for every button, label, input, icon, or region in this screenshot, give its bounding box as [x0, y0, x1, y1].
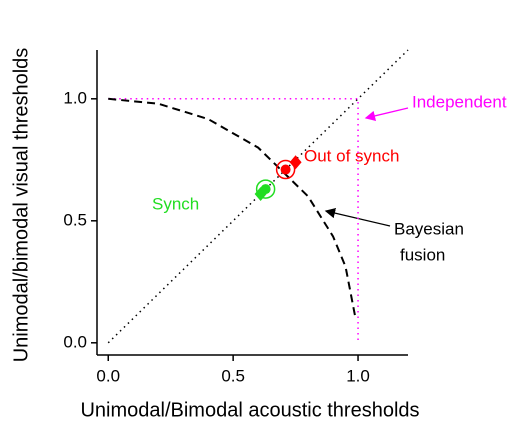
- annotation-arrow: [364, 107, 409, 121]
- reference-line: [108, 98, 359, 343]
- y-tick-label: 0.5: [63, 210, 87, 229]
- point-ring: [275, 159, 296, 180]
- y-tick-label: 1.0: [63, 88, 87, 107]
- x-tick-label: 0.5: [221, 366, 245, 385]
- annotation: fusion: [400, 245, 445, 264]
- y-axis-label: Unimodal/bimodal visual thresholds: [10, 48, 32, 363]
- annotation: Independent: [412, 92, 507, 111]
- point: [289, 155, 302, 170]
- x-tick-label: 0.0: [96, 366, 120, 385]
- point-ring: [255, 179, 276, 199]
- y-tick-label: 0.0: [63, 332, 87, 351]
- x-tick-label: 1.0: [346, 366, 370, 385]
- point: [254, 186, 267, 201]
- reference-line: [108, 97, 357, 319]
- x-axis-label: Unimodal/Bimodal acoustic thresholds: [80, 399, 419, 421]
- series-label: Synch: [152, 194, 199, 213]
- point: [280, 164, 291, 175]
- series-label: Out of synch: [304, 146, 399, 165]
- annotation: Bayesian: [394, 219, 464, 238]
